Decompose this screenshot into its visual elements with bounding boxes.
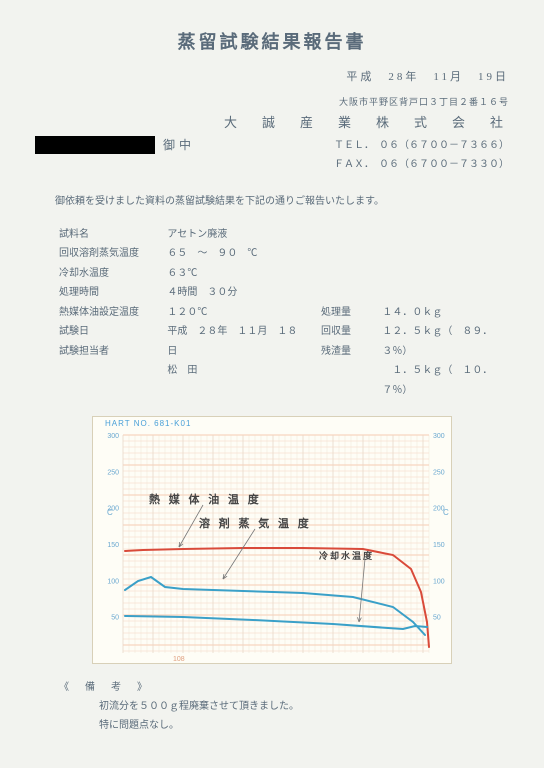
notes-line2: 特に問題点なし。 bbox=[99, 716, 509, 735]
label-processqty: 処理量 bbox=[321, 303, 364, 323]
recipient-block: 御中 bbox=[35, 116, 195, 174]
svg-text:50: 50 bbox=[433, 615, 441, 622]
anno-heat-oil: 熱 媒 体 油 温 度 bbox=[149, 491, 262, 507]
svg-text:250: 250 bbox=[433, 470, 445, 477]
sender-block: 大阪市平野区背戸口３丁目２番１６号 大 誠 産 業 株 式 会 社 ＴＥＬ． ０… bbox=[224, 94, 509, 174]
value-processqty: １４．０ｋｇ bbox=[382, 303, 509, 323]
svg-text:250: 250 bbox=[107, 470, 119, 477]
svg-text:100: 100 bbox=[433, 579, 445, 586]
label-vapor: 回収溶剤蒸気温度 bbox=[59, 244, 149, 264]
report-date: 平成 28年 11月 19日 bbox=[35, 68, 509, 84]
sender-tel: ＴＥＬ． ０６（６７００－７３６６） bbox=[224, 136, 509, 155]
value-testdate: 平成 ２８年 １１月 １８日 bbox=[167, 322, 303, 361]
value-cooling: ６３℃ bbox=[167, 264, 303, 284]
svg-text:300: 300 bbox=[107, 433, 119, 440]
sender-company: 大 誠 産 業 株 式 会 社 bbox=[224, 111, 509, 136]
label-recoverqty: 回収量 bbox=[321, 322, 364, 342]
notes-line1: 初流分を５００ｇ程廃棄させて頂きました。 bbox=[99, 697, 509, 716]
result-labels-col: 処理量 回収量 残渣量 bbox=[321, 225, 364, 401]
spec-values-col: アセトン廃液 ６５ ～ ９０ ℃ ６３℃ ４時間 ３０分 １２０℃ 平成 ２８年… bbox=[167, 225, 303, 401]
header-block: 御中 大阪市平野区背戸口３丁目２番１６号 大 誠 産 業 株 式 会 社 ＴＥＬ… bbox=[35, 94, 509, 174]
sender-fax: ＦＡＸ． ０６（６７００－７３３０） bbox=[224, 155, 509, 174]
svg-text:100: 100 bbox=[107, 579, 119, 586]
anno-solvent-vapor: 溶 剤 蒸 気 温 度 bbox=[199, 515, 312, 531]
report-title: 蒸留試験結果報告書 bbox=[35, 28, 509, 54]
svg-text:C: C bbox=[107, 508, 113, 517]
spec-labels-col: 試料名 回収溶剤蒸気温度 冷却水温度 処理時間 熱媒体油設定温度 試験日 試験担… bbox=[59, 225, 149, 401]
label-sample: 試料名 bbox=[59, 225, 149, 245]
notes-block: 《 備 考 》 初流分を５００ｇ程廃棄させて頂きました。 特に問題点なし。 bbox=[59, 678, 509, 735]
label-cooling: 冷却水温度 bbox=[59, 264, 149, 284]
label-time: 処理時間 bbox=[59, 283, 149, 303]
svg-text:108: 108 bbox=[173, 656, 185, 663]
svg-text:C: C bbox=[443, 508, 449, 517]
svg-text:150: 150 bbox=[107, 542, 119, 549]
sender-address: 大阪市平野区背戸口３丁目２番１６号 bbox=[224, 94, 509, 111]
result-values-col: １４．０ｋｇ １２．５ｋｇ（ ８９．３％） １．５ｋｇ（ １０．７％） bbox=[382, 225, 509, 401]
label-residueqty: 残渣量 bbox=[321, 342, 364, 362]
spec-table: 試料名 回収溶剤蒸気温度 冷却水温度 処理時間 熱媒体油設定温度 試験日 試験担… bbox=[59, 225, 509, 401]
svg-text:300: 300 bbox=[433, 433, 445, 440]
value-residueqty: １．５ｋｇ（ １０．７％） bbox=[382, 361, 509, 400]
value-time: ４時間 ３０分 bbox=[167, 283, 303, 303]
notes-header: 《 備 考 》 bbox=[59, 678, 509, 697]
intro-text: 御依頼を受けました資料の蒸留試験結果を下記の通りご報告いたします。 bbox=[55, 192, 509, 207]
chart: HART NO. 681-K01 50501001001501502002002… bbox=[92, 416, 452, 664]
value-oil: １２０℃ bbox=[167, 303, 303, 323]
recipient-redacted bbox=[35, 136, 155, 154]
value-operator: 松 田 bbox=[167, 361, 303, 381]
svg-text:150: 150 bbox=[433, 542, 445, 549]
recipient-suffix: 御中 bbox=[163, 136, 195, 153]
chart-svg: 5050100100150150200200250250300300CC108 bbox=[93, 417, 453, 665]
label-oil: 熱媒体油設定温度 bbox=[59, 303, 149, 323]
label-testdate: 試験日 bbox=[59, 322, 149, 342]
value-recoverqty: １２．５ｋｇ（ ８９．３％） bbox=[382, 322, 509, 361]
svg-text:50: 50 bbox=[111, 615, 119, 622]
anno-cooling-water: 冷却水温度 bbox=[319, 549, 374, 562]
value-sample: アセトン廃液 bbox=[167, 225, 303, 245]
value-vapor: ６５ ～ ９０ ℃ bbox=[167, 244, 303, 264]
label-operator: 試験担当者 bbox=[59, 342, 149, 362]
